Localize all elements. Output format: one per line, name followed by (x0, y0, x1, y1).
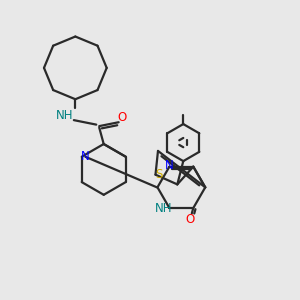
Text: N: N (81, 150, 90, 163)
Text: NH: NH (56, 109, 74, 122)
Text: NH: NH (155, 202, 172, 214)
Text: O: O (117, 111, 126, 124)
Text: S: S (155, 168, 162, 181)
Text: N: N (164, 159, 173, 172)
Text: O: O (186, 213, 195, 226)
